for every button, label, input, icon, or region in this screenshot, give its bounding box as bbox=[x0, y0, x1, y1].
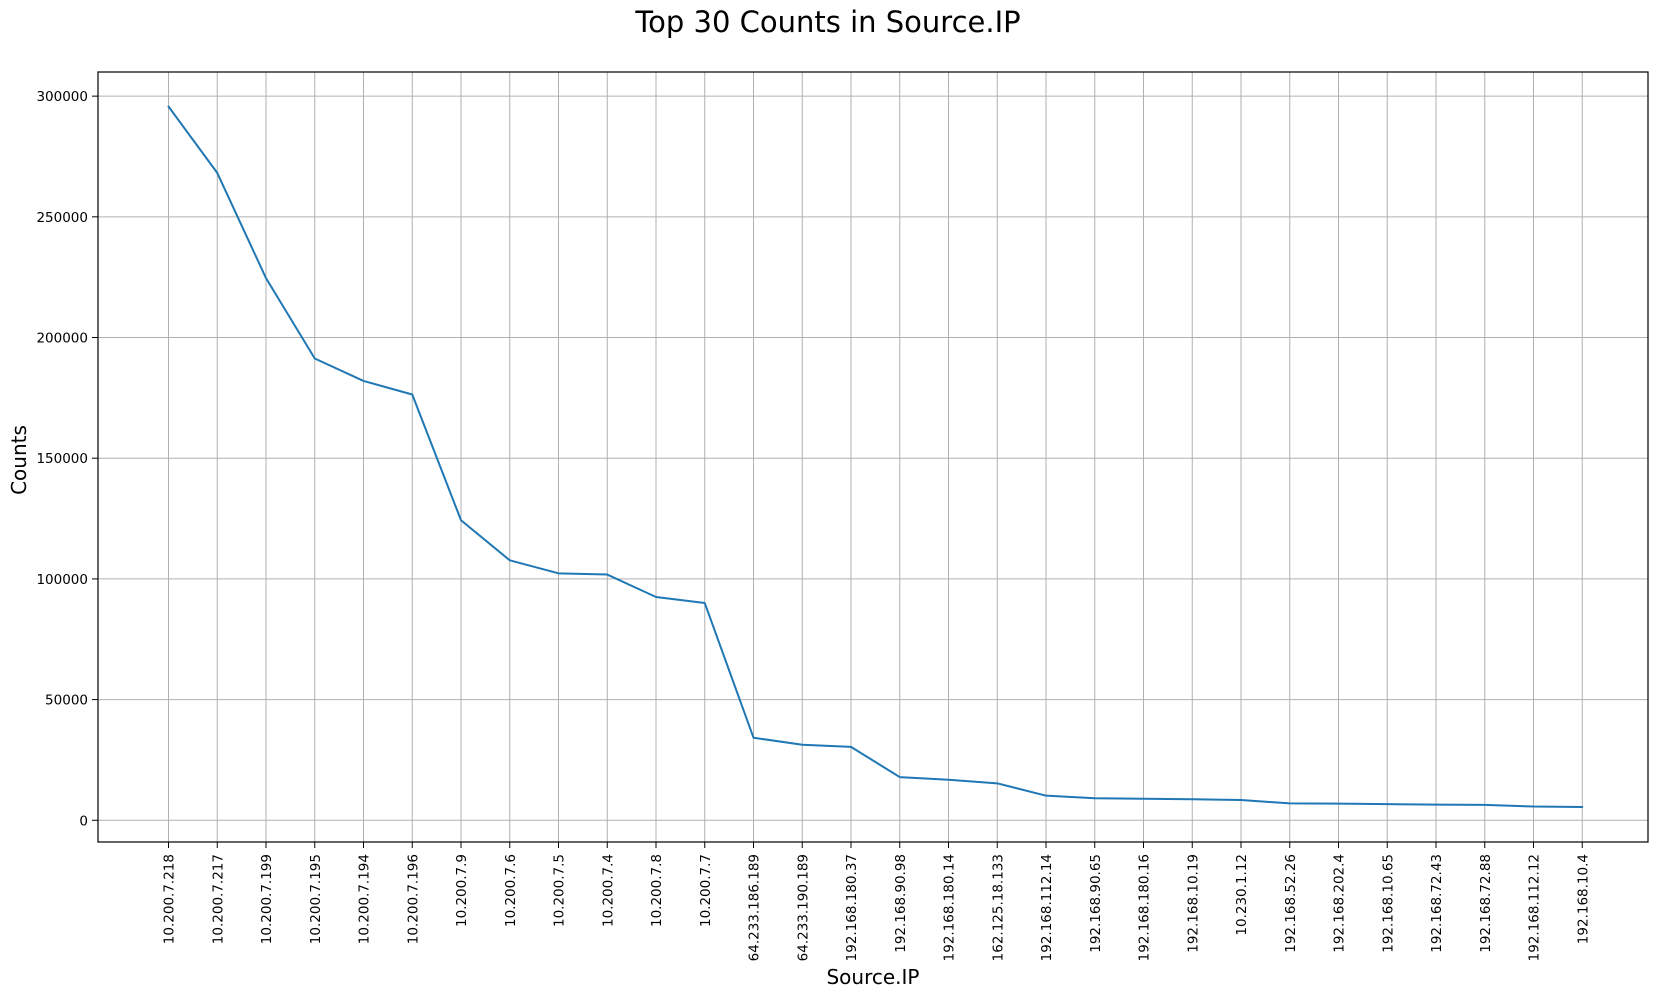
x-tick-label: 192.168.52.26 bbox=[1283, 854, 1299, 953]
x-tick-label: 10.230.1.12 bbox=[1234, 854, 1250, 936]
plot-frame bbox=[97, 71, 1649, 843]
axis-ticks: 0 50000 100000 150000 200000 250000 300000 10.2… bbox=[36, 89, 1591, 961]
x-tick-label: 10.200.7.6 bbox=[503, 854, 519, 927]
x-tick-label: 64.233.190.189 bbox=[795, 854, 811, 961]
x-tick-label: 192.168.180.16 bbox=[1137, 854, 1153, 961]
x-tick-label: 10.200.7.194 bbox=[357, 854, 373, 944]
x-tick-label: 10.200.7.217 bbox=[210, 854, 226, 944]
series-line bbox=[167, 105, 1584, 808]
x-tick-label: 192.168.10.65 bbox=[1380, 854, 1396, 953]
x-tick-label: 192.168.10.4 bbox=[1575, 854, 1591, 944]
y-tick-label: 100000 bbox=[36, 572, 88, 588]
x-tick-label: 10.200.7.218 bbox=[162, 854, 178, 944]
y-tick-label: 300000 bbox=[36, 89, 88, 105]
x-axis-label: Source.IP bbox=[826, 965, 919, 989]
y-tick-label: 150000 bbox=[36, 451, 88, 467]
x-tick-label: 192.168.90.65 bbox=[1088, 854, 1104, 953]
x-tick-label: 192.168.112.14 bbox=[1039, 854, 1055, 961]
x-tick-label: 192.168.180.37 bbox=[844, 854, 860, 961]
x-tick-label: 192.168.202.4 bbox=[1332, 854, 1348, 953]
y-axis-label: Counts bbox=[7, 425, 31, 495]
x-tick-label: 10.200.7.8 bbox=[649, 854, 665, 927]
y-tick-label: 50000 bbox=[45, 693, 88, 709]
x-tick-label: 192.168.72.43 bbox=[1429, 854, 1445, 953]
x-tick-label: 192.168.90.98 bbox=[893, 854, 909, 953]
y-tick-label: 200000 bbox=[36, 331, 88, 347]
x-tick-label: 192.168.180.14 bbox=[942, 854, 958, 961]
series-layer bbox=[167, 105, 1584, 808]
x-tick-label: 10.200.7.5 bbox=[552, 854, 568, 927]
x-tick-label: 192.168.112.12 bbox=[1527, 854, 1543, 961]
grid-lines bbox=[98, 72, 1648, 842]
x-tick-label: 10.200.7.196 bbox=[405, 854, 421, 944]
x-tick-label: 162.125.18.133 bbox=[990, 854, 1006, 961]
chart-title: Top 30 Counts in Source.IP bbox=[634, 5, 1020, 39]
x-tick-label: 64.233.186.189 bbox=[747, 854, 763, 961]
x-tick-label: 10.200.7.9 bbox=[454, 854, 470, 927]
y-tick-label: 0 bbox=[79, 813, 88, 829]
x-tick-label: 192.168.72.88 bbox=[1478, 854, 1494, 953]
x-tick-label: 10.200.7.4 bbox=[600, 854, 616, 927]
x-tick-label: 10.200.7.195 bbox=[308, 854, 324, 944]
x-tick-label: 192.168.10.19 bbox=[1185, 854, 1201, 953]
y-tick-label: 250000 bbox=[36, 210, 88, 226]
x-tick-label: 10.200.7.199 bbox=[259, 854, 275, 944]
x-tick-label: 10.200.7.7 bbox=[698, 854, 714, 927]
